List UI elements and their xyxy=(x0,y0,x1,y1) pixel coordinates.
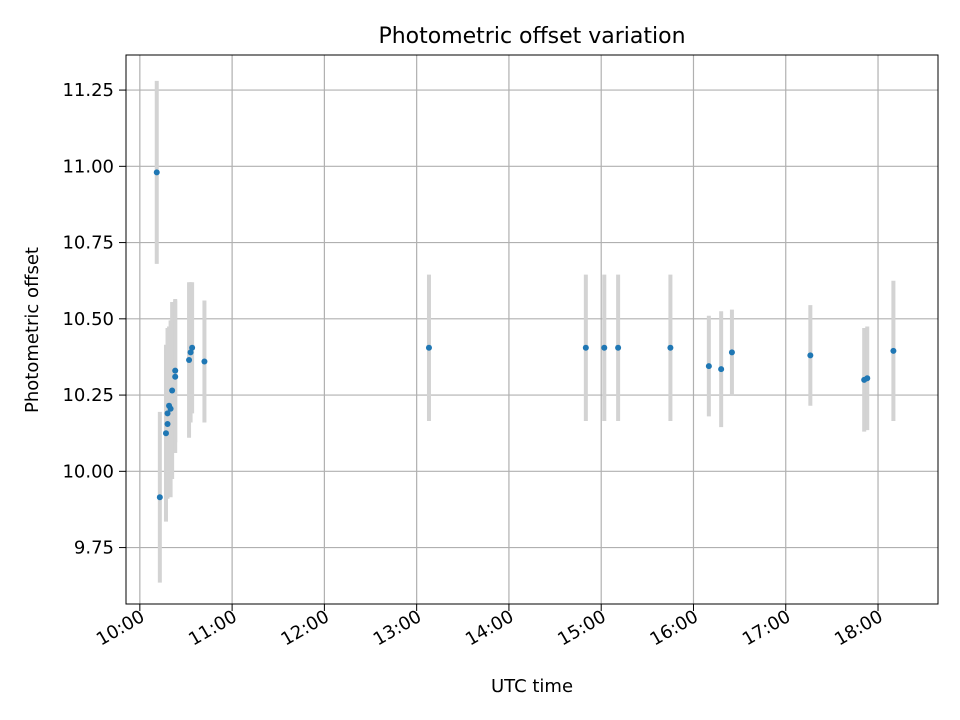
data-point xyxy=(705,363,712,370)
grid xyxy=(126,55,938,604)
data-point xyxy=(864,375,871,382)
y-axis-ticks: 9.75 10.00 10.25 10.50 10.75 11.00 11.25 xyxy=(62,80,126,559)
plot-frame xyxy=(125,54,939,605)
data-point xyxy=(153,169,160,176)
data-point xyxy=(807,352,814,359)
data-point xyxy=(186,357,193,363)
data-point xyxy=(164,410,171,417)
data-point xyxy=(582,344,589,351)
y-tick-label: 10.75 xyxy=(62,233,114,254)
data-point xyxy=(601,344,608,351)
y-tick-label: 10.50 xyxy=(62,309,114,330)
data-point xyxy=(167,405,174,412)
data-point xyxy=(162,430,169,437)
chart-title: Photometric offset variation xyxy=(378,24,685,49)
data-point xyxy=(425,344,432,351)
data-point xyxy=(718,366,725,373)
data-point xyxy=(189,344,196,351)
y-tick-label: 11.00 xyxy=(62,156,114,177)
data-point xyxy=(667,344,674,351)
y-tick-label: 9.75 xyxy=(74,538,114,559)
data-point xyxy=(728,349,735,356)
data-point xyxy=(201,358,208,365)
y-axis-label: Photometric offset xyxy=(22,247,43,413)
data-point xyxy=(890,347,897,354)
data-point xyxy=(156,494,163,501)
x-axis-label: UTC time xyxy=(491,676,573,697)
y-tick-label: 11.25 xyxy=(62,80,114,101)
y-tick-label: 10.25 xyxy=(62,385,114,406)
data-point xyxy=(187,349,194,356)
data-points xyxy=(153,169,897,501)
data-point xyxy=(169,387,176,394)
data-point xyxy=(172,367,179,374)
data-point xyxy=(615,344,622,351)
data-point xyxy=(172,373,179,380)
y-tick-label: 10.00 xyxy=(62,461,114,482)
data-point xyxy=(164,421,171,428)
